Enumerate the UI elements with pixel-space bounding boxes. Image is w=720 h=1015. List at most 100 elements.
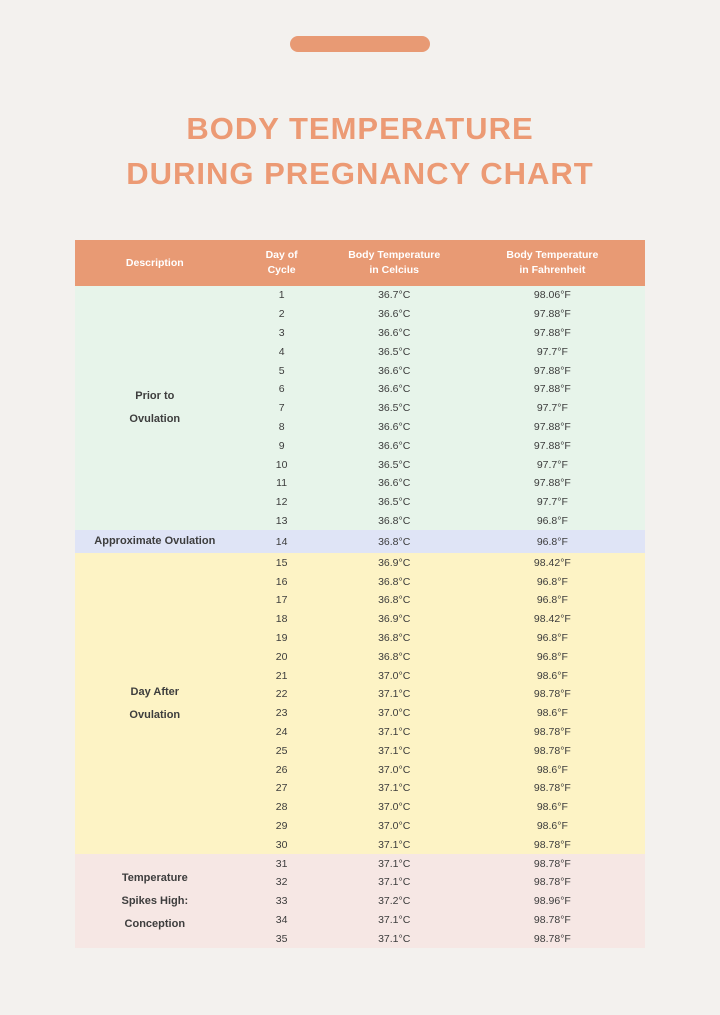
fahrenheit-cell: 98.78°F [459,835,645,855]
section-label-line: Conception [124,917,186,930]
celsius-cell: 36.5°C [328,492,460,512]
day-of-cycle-cell: 31 [234,854,329,873]
col-header-fahrenheit: Body Temperature in Fahrenheit [459,240,645,286]
fahrenheit-cell: 98.6°F [459,703,645,723]
table-row: 6 36.6°C 97.88°F [75,379,645,399]
celsius-cell: 37.1°C [328,778,460,798]
celsius-cell: 37.1°C [328,854,460,873]
col-header-description-label: Description [125,256,184,269]
fahrenheit-cell: 97.88°F [459,379,645,399]
fahrenheit-cell: 97.88°F [459,361,645,380]
celsius-cell: 37.0°C [328,797,460,817]
celsius-cell: 37.1°C [328,929,460,949]
fahrenheit-cell: 97.88°F [459,417,645,437]
celsius-cell: 36.8°C [328,590,460,610]
day-of-cycle-cell: 18 [234,609,329,629]
fahrenheit-cell: 98.78°F [459,929,645,949]
fahrenheit-cell: 96.8°F [459,590,645,610]
day-of-cycle-cell: 12 [234,492,329,512]
celsius-cell: 36.6°C [328,361,460,380]
table-row: 17 36.8°C 96.8°F [75,590,645,610]
page-title-line2: DURING PREGNANCY CHART [126,156,594,191]
table-row: 21 37.0°C 98.6°F [75,666,645,685]
celsius-cell: 36.8°C [328,530,460,554]
table-row: 26 37.0°C 98.6°F [75,760,645,779]
fahrenheit-cell: 98.6°F [459,797,645,817]
section-label: Approximate Ovulation [75,530,235,554]
fahrenheit-cell: 97.88°F [459,304,645,324]
table-row: 19 36.8°C 96.8°F [75,628,645,648]
table-row: 27 37.1°C 98.78°F [75,778,645,798]
table-row: 34 37.1°C 98.78°F [75,910,645,930]
table-row: 25 37.1°C 98.78°F [75,741,645,761]
fahrenheit-cell: 96.8°F [459,572,645,591]
celsius-cell: 36.6°C [328,379,460,399]
table-row: 5 36.6°C 97.88°F [75,361,645,380]
celsius-cell: 36.9°C [328,553,460,573]
table-row: 33 37.2°C 98.96°F [75,891,645,911]
day-of-cycle-cell: 20 [234,647,329,667]
celsius-cell: 36.7°C [328,286,460,305]
temperature-table: Description Day of Cycle Body Temperatur… [75,240,645,949]
table-row: 9 36.6°C 97.88°F [75,436,645,456]
day-of-cycle-cell: 22 [234,684,329,704]
section-label: Temperature Spikes High: Conception [75,854,235,949]
day-of-cycle-cell: 26 [234,760,329,779]
table-row: 10 36.5°C 97.7°F [75,455,645,474]
col-header-description: Description [75,240,235,286]
day-of-cycle-cell: 25 [234,741,329,761]
table-row: 35 37.1°C 98.78°F [75,929,645,949]
fahrenheit-cell: 98.78°F [459,910,645,930]
day-of-cycle-cell: 34 [234,910,329,930]
fahrenheit-cell: 98.06°F [459,286,645,305]
section-label-line: Ovulation [129,708,181,721]
celsius-cell: 36.6°C [328,304,460,324]
fahrenheit-cell: 96.8°F [459,511,645,531]
celsius-cell: 36.5°C [328,342,460,362]
fahrenheit-cell: 98.42°F [459,553,645,573]
fahrenheit-cell: 96.8°F [459,628,645,648]
table-row: Day After Ovulation 15 36.9°C 98.42°F [75,553,645,855]
day-of-cycle-cell: 28 [234,797,329,817]
celsius-cell: 37.0°C [328,760,460,779]
day-of-cycle-cell: 30 [234,835,329,855]
day-of-cycle-cell: 6 [234,379,329,399]
celsius-cell: 37.0°C [328,816,460,836]
fahrenheit-cell: 98.78°F [459,741,645,761]
table-row: 13 36.8°C 96.8°F [75,511,645,531]
table-row: 16 36.8°C 96.8°F [75,572,645,591]
table-row: 2 36.6°C 97.88°F [75,304,645,324]
celsius-cell: 36.6°C [328,473,460,493]
fahrenheit-cell: 96.8°F [459,647,645,667]
header-pill-decoration [290,36,430,52]
celsius-cell: 36.6°C [328,323,460,343]
page-title-line1: BODY TEMPERATURE [186,111,534,146]
day-of-cycle-cell: 7 [234,398,329,418]
section-label: Day After Ovulation [75,553,235,855]
fahrenheit-cell: 97.88°F [459,473,645,493]
table-row: Prior to Ovulation 1 36.7°C 98.06°F [75,286,645,531]
section-label-line: Spikes High: [121,894,189,907]
day-of-cycle-cell: 3 [234,323,329,343]
celsius-cell: 36.5°C [328,455,460,474]
celsius-cell: 36.8°C [328,628,460,648]
fahrenheit-cell: 96.8°F [459,530,645,554]
day-of-cycle-cell: 19 [234,628,329,648]
day-of-cycle-cell: 24 [234,722,329,742]
table-row: 22 37.1°C 98.78°F [75,684,645,704]
fahrenheit-cell: 98.78°F [459,684,645,704]
celsius-cell: 37.1°C [328,872,460,892]
fahrenheit-cell: 98.6°F [459,816,645,836]
table-row: 28 37.0°C 98.6°F [75,797,645,817]
fahrenheit-cell: 98.6°F [459,666,645,685]
celsius-cell: 37.1°C [328,835,460,855]
fahrenheit-cell: 97.7°F [459,398,645,418]
celsius-cell: 36.5°C [328,398,460,418]
celsius-cell: 36.8°C [328,511,460,531]
fahrenheit-cell: 97.7°F [459,342,645,362]
fahrenheit-cell: 98.78°F [459,854,645,873]
temperature-table-container: Description Day of Cycle Body Temperatur… [75,240,645,949]
celsius-cell: 36.9°C [328,609,460,629]
section-label-line: Day After [130,685,180,698]
col-header-day-of-cycle: Day of Cycle [234,240,329,286]
